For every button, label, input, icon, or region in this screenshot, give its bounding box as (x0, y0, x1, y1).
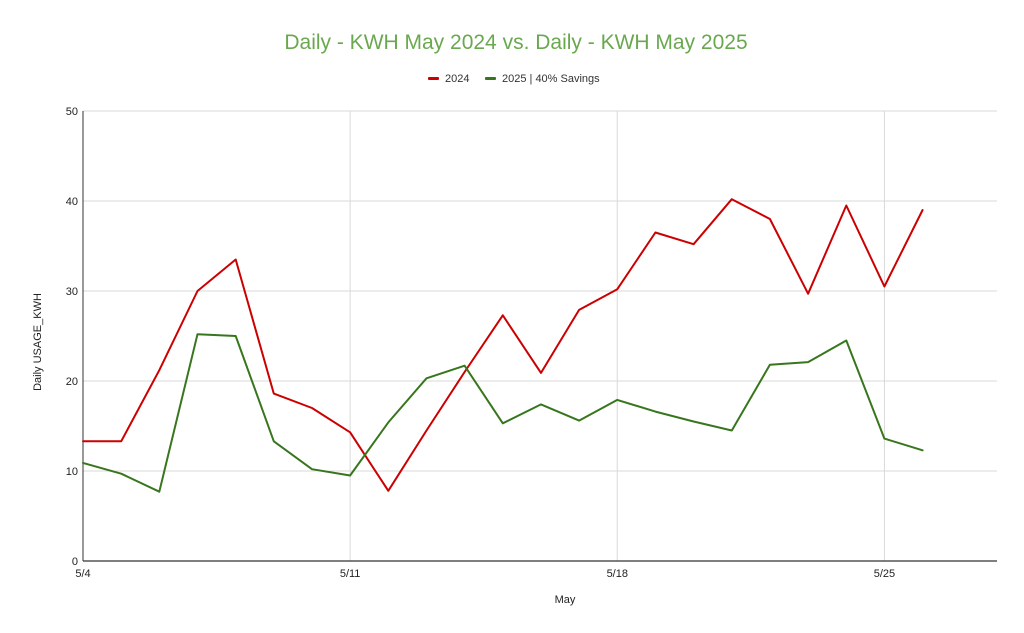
axes (82, 111, 997, 562)
y-tick-label: 30 (66, 286, 78, 298)
y-tick-labels: 0 10 20 30 40 50 (66, 106, 78, 568)
series-line-2024[interactable] (82, 198, 924, 492)
x-tick-label: 5/4 (75, 568, 90, 580)
legend-label-2024: 2024 (445, 73, 469, 85)
legend-label-2025: 2025 | 40% Savings (502, 73, 600, 85)
legend-swatch-2025 (485, 77, 496, 80)
x-tick-label: 5/18 (607, 568, 628, 580)
x-axis-title: May (555, 594, 576, 606)
legend-swatch-2024 (428, 77, 439, 80)
y-tick-label: 0 (72, 556, 78, 568)
chart-title: Daily - KWH May 2024 vs. Daily - KWH May… (284, 31, 747, 54)
legend-item-2025[interactable]: 2025 | 40% Savings (485, 73, 600, 85)
series-lines (82, 198, 924, 493)
y-tick-label: 20 (66, 376, 78, 388)
y-tick-label: 10 (66, 466, 78, 478)
y-axis-title: Daily USAGE_KWH (32, 293, 44, 391)
x-tick-label: 5/25 (874, 568, 895, 580)
x-tick-label: 5/11 (340, 568, 361, 580)
legend: 2024 2025 | 40% Savings (428, 73, 600, 85)
y-tick-label: 40 (66, 196, 78, 208)
x-tick-labels: 5/4 5/11 5/18 5/25 (75, 568, 895, 580)
legend-item-2024[interactable]: 2024 (428, 73, 469, 85)
series-line-2025[interactable] (82, 333, 924, 493)
y-tick-label: 50 (66, 106, 78, 118)
